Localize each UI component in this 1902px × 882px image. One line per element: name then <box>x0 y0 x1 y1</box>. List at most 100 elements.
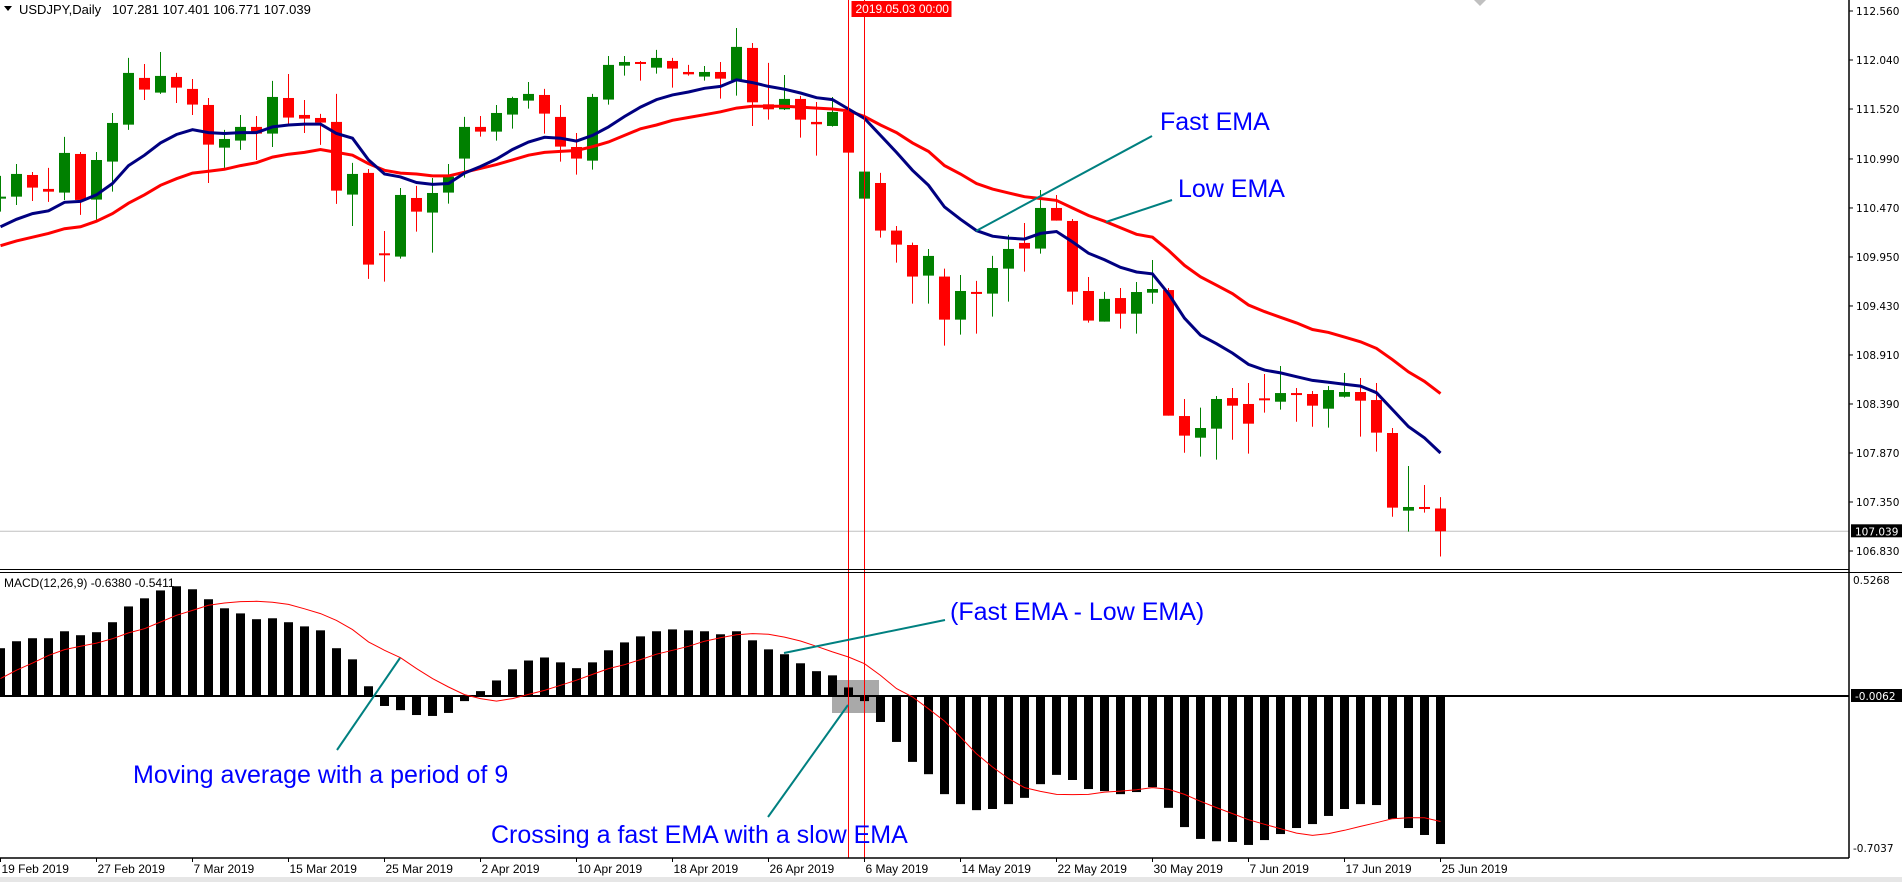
annotation-low-ema: Low EMA <box>1178 175 1285 203</box>
candle-body <box>299 114 310 119</box>
candle-body <box>75 153 86 200</box>
candle <box>1307 390 1318 427</box>
candle <box>187 78 198 115</box>
candle-body <box>1003 248 1014 269</box>
candle-body <box>1019 242 1030 249</box>
candle-body <box>1227 398 1238 406</box>
macd-histogram-bar <box>524 660 533 696</box>
price-pane[interactable] <box>0 27 1849 557</box>
macd-histogram-bar <box>764 649 773 696</box>
candle <box>923 248 934 304</box>
macd-pane[interactable] <box>0 586 1849 845</box>
candle <box>107 112 118 192</box>
candle <box>635 60 646 81</box>
macd-histogram-bar <box>1148 696 1157 788</box>
candle <box>1435 497 1446 557</box>
macd-signal-line <box>0 600 1441 836</box>
macd-histogram-bar <box>332 648 341 696</box>
price-tick-label: 106.830 <box>1856 546 1899 558</box>
macd-histogram-bar <box>492 680 501 696</box>
crossing-pointer <box>767 704 849 818</box>
macd-histogram-bar <box>316 630 325 696</box>
candle-body <box>555 116 566 147</box>
candle <box>1115 287 1126 329</box>
price-tick-label: 110.470 <box>1856 203 1899 215</box>
macd-histogram-bar <box>1116 696 1125 795</box>
price-tick-label: 112.040 <box>1856 55 1899 67</box>
chart-header: USDJPY,Daily 107.281 107.401 106.771 107… <box>4 0 1486 590</box>
candle <box>1067 218 1078 305</box>
macd-histogram-bar <box>348 659 357 696</box>
macd-histogram-bar <box>28 638 37 696</box>
macd-histogram-bar <box>412 696 421 716</box>
time-tick-label: 15 Mar 2019 <box>290 862 358 876</box>
candle <box>379 230 390 282</box>
macd-histogram-bar <box>940 696 949 795</box>
dropdown-triangle-icon[interactable] <box>4 6 12 11</box>
candle-body <box>1355 392 1366 401</box>
candle <box>971 280 982 334</box>
candle-body <box>683 71 694 75</box>
macd-histogram-bar <box>236 613 245 696</box>
candle <box>939 268 950 346</box>
macd-histogram-bar <box>60 631 69 696</box>
candle <box>651 49 662 74</box>
candle-body <box>203 104 214 145</box>
macd-histogram-bar <box>1036 696 1045 785</box>
candle <box>411 185 422 232</box>
candle <box>955 274 966 335</box>
candle <box>43 167 54 202</box>
macd-histogram-bar <box>1052 696 1061 775</box>
time-tick-label: 17 Jun 2019 <box>1346 862 1412 876</box>
candle <box>907 242 918 304</box>
candle-body <box>427 192 438 213</box>
price-tick-label: 109.950 <box>1856 252 1899 264</box>
price-tick-label: 107.350 <box>1856 497 1899 509</box>
macd-histogram-bar <box>780 654 789 696</box>
macd-histogram-bar <box>284 622 293 696</box>
candle <box>811 101 822 156</box>
candle <box>91 151 102 220</box>
candle-body <box>539 94 550 114</box>
macd-histogram-bar <box>892 696 901 742</box>
candle <box>987 255 998 317</box>
candle <box>1019 222 1030 272</box>
candle <box>0 175 6 212</box>
candle-body <box>123 72 134 125</box>
macd-histogram-bar <box>188 589 197 696</box>
macd-histogram-bar <box>1292 696 1301 829</box>
candle <box>283 73 294 124</box>
candle <box>1147 259 1158 304</box>
candle-body <box>795 98 806 120</box>
time-tick-label: 18 Apr 2019 <box>674 862 739 876</box>
macd-histogram-bar <box>92 632 101 696</box>
macd-histogram-bar <box>556 662 565 696</box>
candle <box>1403 465 1414 532</box>
macd-histogram-bar <box>812 671 821 696</box>
candle-body <box>715 71 726 79</box>
macd-histogram-bar <box>396 696 405 711</box>
candle <box>251 115 262 160</box>
macd-axis-zero: -0.0062 <box>1855 691 1896 703</box>
price-tick-label: 112.560 <box>1856 6 1899 18</box>
annotation-signal: Moving average with a period of 9 <box>133 761 508 789</box>
macd-histogram-bar <box>732 631 741 696</box>
candle <box>1163 287 1174 416</box>
candle-body <box>1339 392 1350 397</box>
candle-body <box>363 172 374 265</box>
candle <box>203 97 214 183</box>
candle <box>11 163 22 205</box>
price-tick-label: 109.430 <box>1856 301 1899 313</box>
candle <box>699 65 710 81</box>
candle <box>1323 385 1334 428</box>
macd-histogram-bar <box>1180 696 1189 828</box>
macd-histogram-bar <box>1356 696 1365 805</box>
candle-body <box>1115 298 1126 314</box>
candle <box>523 81 534 109</box>
candle-body <box>491 112 502 132</box>
macd-histogram-bar <box>172 586 181 696</box>
time-tick-label: 2 Apr 2019 <box>482 862 540 876</box>
macd-histogram-bar <box>572 668 581 696</box>
